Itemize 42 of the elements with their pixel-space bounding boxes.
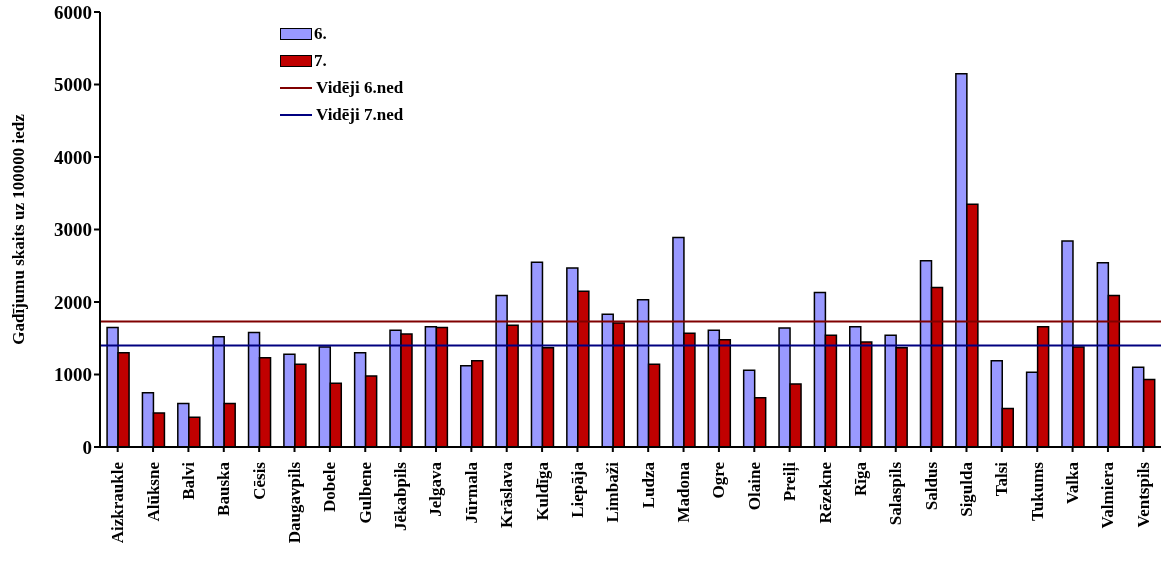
x-tick-label: Alūksne	[143, 461, 163, 522]
y-tick-label: 0	[82, 436, 92, 458]
x-tick-label: Daugavpils	[285, 461, 305, 544]
legend-label: Vidēji 6.ned	[316, 77, 404, 99]
x-tick-label: Kuldīga	[532, 461, 552, 521]
x-tick-label: Aizkraukle	[108, 461, 128, 544]
x-tick-label: Bauska	[214, 461, 234, 516]
x-tick-label: Jelgava	[426, 461, 446, 517]
x-tick-label: Cēsis	[249, 461, 269, 500]
legend-label: 7.	[314, 50, 327, 72]
x-tick-label: Krāslava	[497, 461, 517, 529]
x-tick-label: Sigulda	[956, 461, 976, 517]
y-tick-label: 6000	[54, 1, 92, 23]
legend-label: 6.	[314, 23, 327, 45]
x-tick-label: Saldus	[921, 461, 941, 511]
x-tick-label: Madona	[674, 461, 694, 523]
x-tick-label: Valmiera	[1098, 461, 1118, 529]
y-tick-label: 5000	[54, 74, 92, 96]
x-tick-label: Ventspils	[1133, 461, 1153, 528]
x-tick-label: Preiļi	[780, 461, 801, 502]
x-tick-label: Balvi	[178, 461, 198, 500]
x-tick-label: Talsi	[992, 461, 1012, 497]
x-tick-label: Jūrmala	[461, 461, 481, 524]
y-tick-label: 4000	[54, 146, 92, 168]
x-tick-label: Valka	[1063, 461, 1083, 504]
x-tick-label: Liepāja	[567, 461, 587, 518]
x-tick-label: Rēzekne	[815, 461, 835, 524]
y-axis-title: Gadījumu skaits uz 100000 iedz	[9, 113, 29, 345]
x-tick-label: Olaine	[744, 461, 764, 511]
x-tick-label: Jēkabpils	[391, 461, 411, 531]
x-tick-label: Salaspils	[886, 461, 906, 526]
y-tick-label: 3000	[54, 219, 92, 241]
x-tick-label: Gulbene	[355, 461, 375, 524]
x-tick-label: Ludza	[638, 461, 658, 509]
legend-label: Vidēji 7.ned	[316, 104, 404, 126]
x-tick-label: Rīga	[850, 461, 870, 496]
y-tick-label: 1000	[54, 364, 92, 386]
x-tick-label: Ogre	[709, 461, 729, 499]
x-tick-label: Limbaži	[603, 461, 623, 523]
y-tick-label: 2000	[54, 291, 92, 313]
x-tick-label: Tukums	[1027, 461, 1047, 521]
x-tick-label: Dobele	[320, 461, 340, 513]
